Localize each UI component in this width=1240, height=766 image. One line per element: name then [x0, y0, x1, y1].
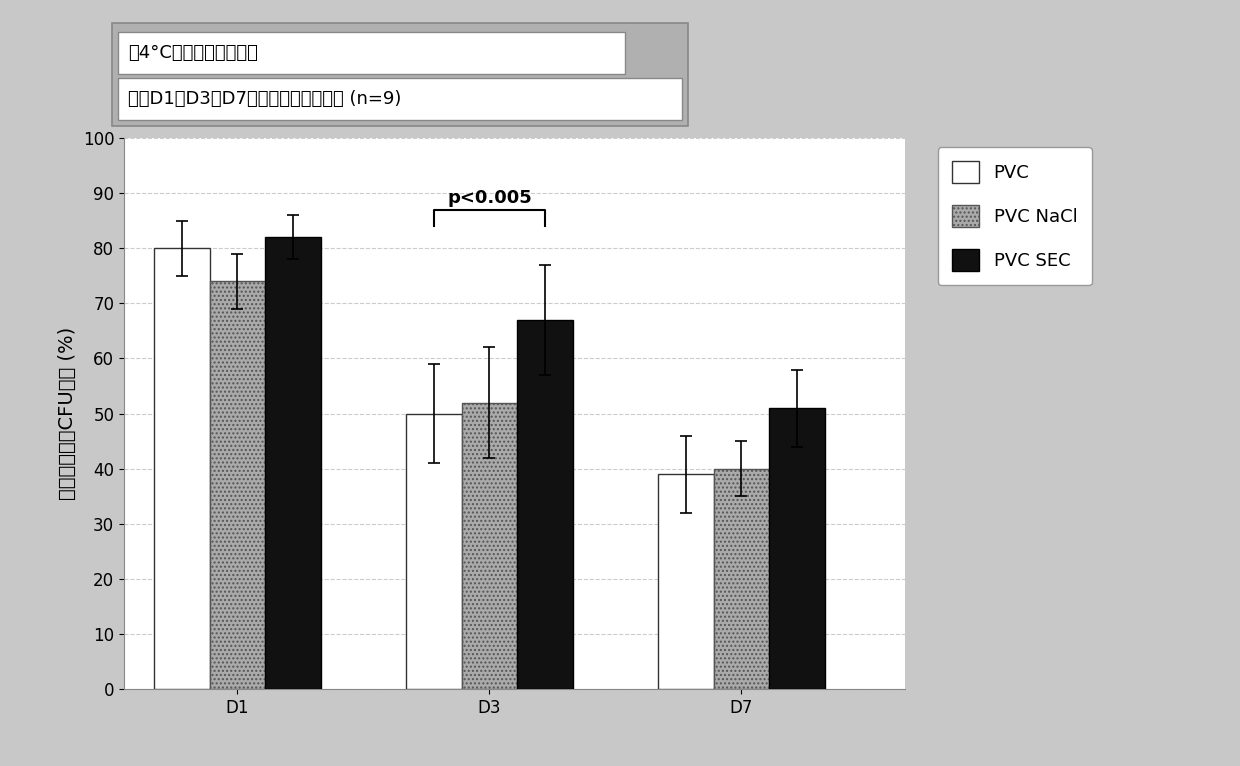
Bar — [769, 408, 825, 689]
Bar — [154, 248, 210, 689]
Bar — [658, 474, 714, 689]
Text: 在4°C下储存胎盘血单位: 在4°C下储存胎盘血单位 — [128, 44, 258, 62]
Bar — [517, 320, 573, 689]
Bar — [265, 237, 321, 689]
Bar — [461, 403, 517, 689]
Y-axis label: 每种条件下的CFU收率 (%): 每种条件下的CFU收率 (%) — [58, 327, 77, 500]
Text: p<0.005: p<0.005 — [448, 189, 532, 207]
Bar — [407, 414, 461, 689]
Text: 储存D1、D3和D7时的克隆形成测定法 (n=9): 储存D1、D3和D7时的克隆形成测定法 (n=9) — [128, 90, 401, 108]
Bar — [210, 281, 265, 689]
Legend: PVC, PVC NaCl, PVC SEC: PVC, PVC NaCl, PVC SEC — [937, 147, 1092, 285]
Bar — [714, 469, 769, 689]
